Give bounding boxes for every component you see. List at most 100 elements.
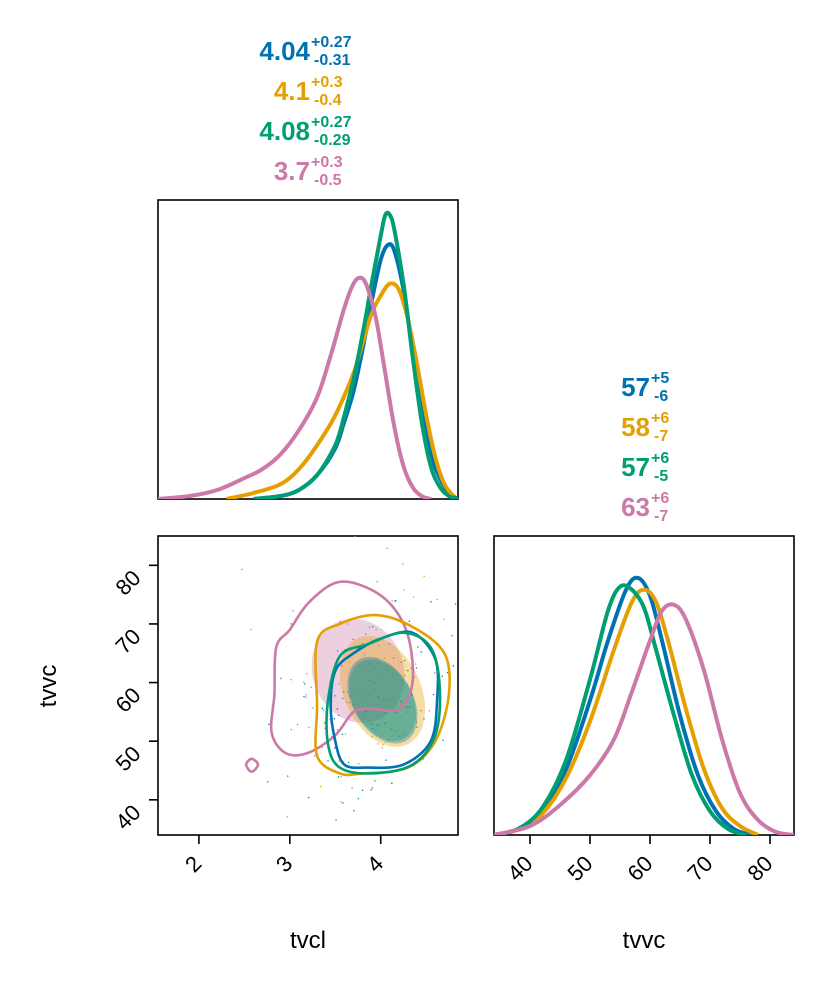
y-tick-label: 40 xyxy=(111,800,146,835)
y-axis-label-tvvc: tvvc xyxy=(35,665,62,708)
sample-point xyxy=(400,700,402,703)
sample-point xyxy=(434,672,436,674)
sample-point xyxy=(351,787,353,789)
sample-point xyxy=(467,684,468,685)
sample-point xyxy=(336,707,339,710)
sample-point xyxy=(377,696,379,698)
sample-point xyxy=(402,733,404,735)
sample-point xyxy=(375,729,377,731)
sample-point xyxy=(333,718,335,720)
sample-point xyxy=(348,702,351,704)
sample-point xyxy=(386,547,388,549)
sample-point xyxy=(368,693,370,696)
y-tick-label: 50 xyxy=(111,741,146,776)
sample-point xyxy=(371,723,373,725)
sample-point xyxy=(292,610,294,612)
sample-point xyxy=(403,674,406,677)
sample-point xyxy=(338,683,340,685)
sample-point xyxy=(366,696,368,698)
x-tick-label: 2 xyxy=(180,851,206,877)
sample-point xyxy=(336,708,338,710)
sample-point xyxy=(409,706,411,708)
sample-point xyxy=(375,694,378,697)
sample-point xyxy=(377,743,379,745)
sample-point xyxy=(296,724,299,726)
sample-point xyxy=(464,720,465,721)
sample-point xyxy=(341,665,343,667)
sample-point xyxy=(443,618,445,620)
sample-point xyxy=(310,686,312,688)
median-value: 57 xyxy=(621,372,650,402)
summary-green: 4.08 +0.27-0.29 xyxy=(259,114,351,149)
sample-point xyxy=(400,661,402,663)
sample-point xyxy=(357,798,360,800)
sample-point xyxy=(305,696,307,698)
y-tick-label: 70 xyxy=(111,624,146,659)
x-tick-label: 4 xyxy=(362,851,388,877)
credible-region-orange xyxy=(339,635,426,747)
x-axis-label-tvvc: tvvc xyxy=(623,927,666,954)
sample-point xyxy=(407,707,409,709)
sample-point xyxy=(290,623,292,625)
upper-error: +6 xyxy=(651,490,669,507)
density-line-pink xyxy=(494,602,794,835)
sample-point xyxy=(268,723,270,725)
sample-point xyxy=(395,703,397,705)
sample-point xyxy=(375,629,377,631)
sample-point xyxy=(339,621,341,623)
sample-point xyxy=(376,717,378,719)
sample-point xyxy=(373,690,375,692)
median-value: 57 xyxy=(621,452,650,482)
sample-point xyxy=(463,673,464,674)
sample-point xyxy=(346,701,348,703)
sample-point xyxy=(430,601,432,603)
sample-point xyxy=(363,653,365,655)
sample-point xyxy=(410,667,412,669)
sample-point xyxy=(376,581,378,583)
credible-region-pink xyxy=(311,618,405,723)
sample-point xyxy=(469,726,470,727)
sample-point xyxy=(323,709,325,712)
density-line-green xyxy=(494,583,747,835)
sample-point xyxy=(442,739,444,741)
sample-point xyxy=(497,734,498,735)
density-line-green xyxy=(253,210,458,499)
sample-point xyxy=(374,780,376,782)
density-line-pink xyxy=(158,275,432,499)
sample-point xyxy=(368,626,370,628)
sample-point xyxy=(371,728,374,730)
sample-point xyxy=(414,676,416,678)
sample-point xyxy=(371,787,373,789)
sample-point xyxy=(391,782,393,784)
median-value: 58 xyxy=(621,412,650,442)
sample-point xyxy=(372,626,374,628)
sample-point xyxy=(321,708,323,710)
sample-point xyxy=(377,662,379,665)
lower-error: -0.29 xyxy=(314,132,351,149)
y-tick-label: 80 xyxy=(111,565,146,600)
sample-point xyxy=(324,727,326,729)
sample-point xyxy=(415,667,418,669)
median-value: 63 xyxy=(621,492,650,522)
sample-point xyxy=(394,600,396,602)
sample-point xyxy=(385,741,387,743)
sample-point xyxy=(454,603,457,605)
x-axis-label-tvcl: tvcl xyxy=(290,927,326,954)
sample-point xyxy=(383,722,386,724)
sample-point xyxy=(371,735,373,738)
sample-point xyxy=(399,735,401,737)
sample-point xyxy=(287,775,289,777)
sample-point xyxy=(306,673,308,675)
sample-point xyxy=(403,589,405,591)
sample-point xyxy=(423,575,425,577)
sample-point xyxy=(334,747,336,749)
upper-error: +6 xyxy=(651,410,669,427)
sample-point xyxy=(402,563,404,565)
sample-point xyxy=(385,759,387,761)
sample-point xyxy=(423,718,425,720)
sample-point xyxy=(359,690,361,692)
median-value: 3.7 xyxy=(274,156,310,186)
tvcl-density-panel xyxy=(157,199,459,500)
sample-point xyxy=(376,658,378,660)
